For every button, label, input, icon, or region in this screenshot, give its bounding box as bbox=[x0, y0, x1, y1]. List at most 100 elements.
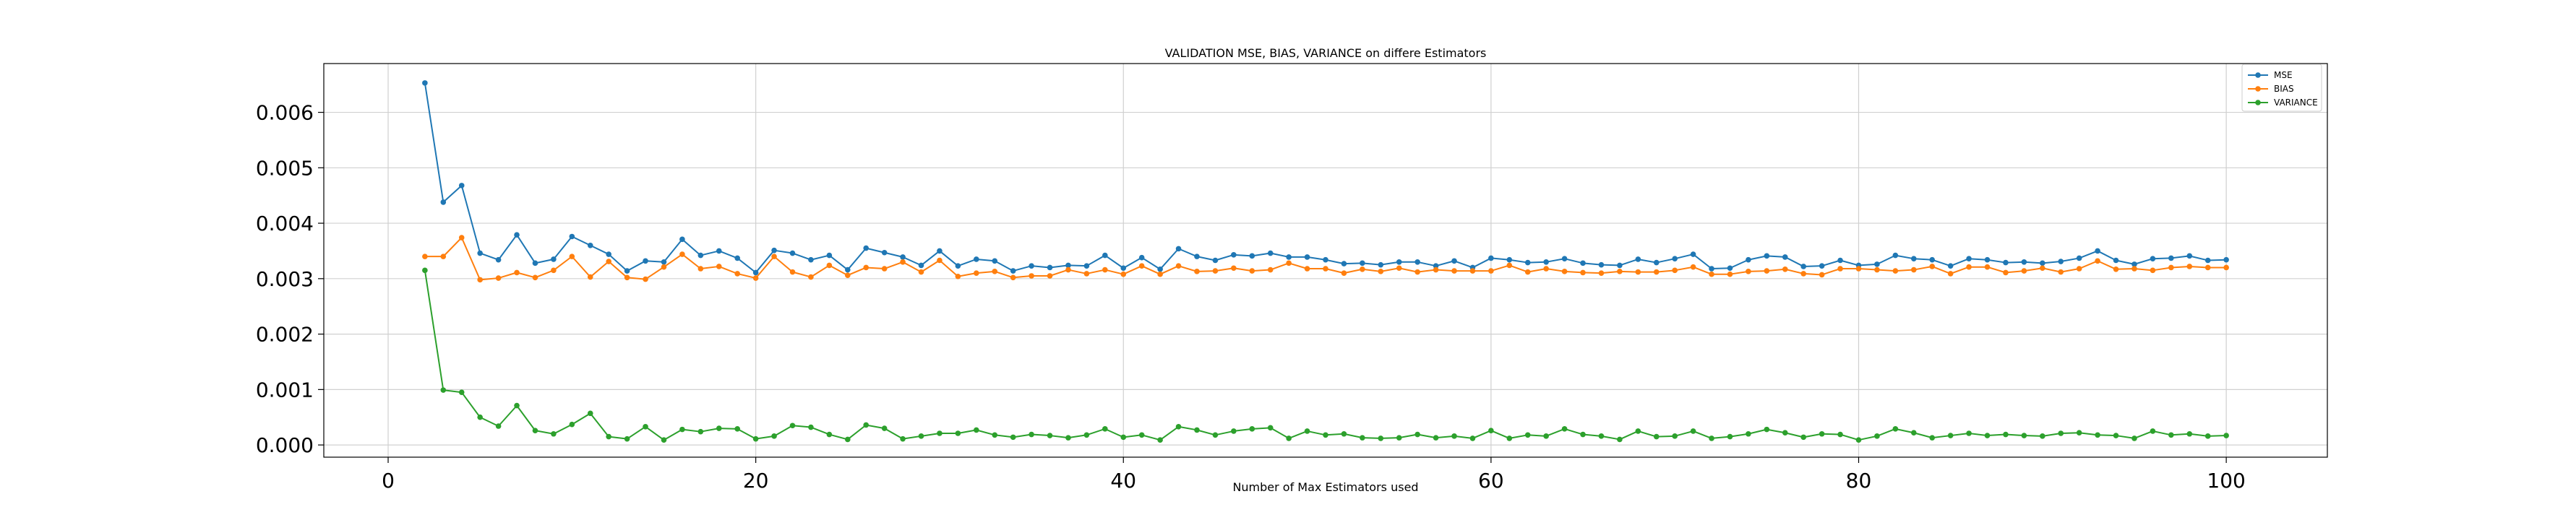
series-variance-point bbox=[2168, 432, 2174, 438]
series-bias-point bbox=[1469, 268, 1476, 274]
series-mse-point bbox=[1323, 256, 1328, 263]
series-bias-point bbox=[1837, 266, 1843, 272]
series-mse-point bbox=[1947, 263, 1954, 269]
series-bias-point bbox=[2186, 264, 2193, 269]
series-mse-point bbox=[587, 242, 593, 248]
series-bias-point bbox=[1212, 268, 1219, 274]
series-variance-point bbox=[1929, 435, 1936, 441]
series-mse-point bbox=[937, 248, 943, 254]
series-variance-point bbox=[569, 421, 575, 428]
series-bias-point bbox=[808, 274, 814, 280]
series-variance-point bbox=[1396, 435, 1402, 441]
axis-ticks: 0 20 40 60 80 100 0.000 0.001 0.002 0.003 0.004 0.0… bbox=[256, 101, 2246, 493]
series-mse-point bbox=[551, 256, 557, 262]
series-variance-point bbox=[1672, 433, 1678, 439]
series-mse-point bbox=[826, 252, 833, 259]
series-bias-point bbox=[1874, 266, 1880, 273]
series-bias-point bbox=[1782, 266, 1788, 272]
series-bias-point bbox=[1709, 271, 1714, 277]
series-mse-point bbox=[1212, 257, 1219, 264]
series-variance-point bbox=[1414, 431, 1420, 438]
series-variance-point bbox=[752, 436, 759, 442]
series-mse-point bbox=[1819, 263, 1825, 269]
series-mse-point bbox=[2058, 259, 2064, 264]
series-variance-point bbox=[2095, 432, 2100, 438]
series-bias-point bbox=[1929, 264, 1936, 269]
series-bias-point bbox=[716, 264, 722, 269]
series-mse-point bbox=[1837, 257, 1843, 264]
series-variance-point bbox=[1286, 436, 1292, 441]
series-variance-point bbox=[2040, 433, 2045, 439]
series-bias-point bbox=[1157, 271, 1163, 277]
series-bias-point bbox=[844, 272, 851, 279]
series-variance-point bbox=[1083, 432, 1090, 438]
series-variance-point bbox=[974, 427, 979, 433]
series-variance-point bbox=[1635, 428, 1641, 434]
series-bias-point bbox=[2021, 268, 2027, 274]
series-mse-point bbox=[1892, 252, 1899, 259]
series-mse-point bbox=[679, 236, 685, 243]
series-bias-point bbox=[477, 277, 483, 283]
series-mse-point bbox=[1157, 266, 1163, 272]
series-bias-point bbox=[2113, 266, 2119, 272]
series-mse-point bbox=[771, 247, 777, 254]
series-variance-point bbox=[679, 426, 685, 433]
series-variance-point bbox=[458, 389, 465, 395]
series-bias-point bbox=[1102, 266, 1108, 273]
y-tick-label: 0.005 bbox=[256, 156, 314, 180]
x-tick-label: 100 bbox=[2207, 469, 2245, 493]
series-group bbox=[422, 80, 2229, 443]
series-mse-point bbox=[514, 232, 520, 238]
series-mse-point bbox=[1120, 265, 1127, 272]
series-mse-point bbox=[1396, 259, 1402, 265]
series-mse-point bbox=[1488, 255, 1494, 261]
series-bias-point bbox=[1175, 263, 1182, 269]
series-mse-point bbox=[863, 245, 870, 251]
series-mse-point bbox=[1746, 256, 1751, 263]
series-variance-point bbox=[2003, 431, 2009, 438]
series-mse-point bbox=[1249, 253, 1255, 259]
series-variance-point bbox=[2204, 433, 2211, 439]
series-variance-point bbox=[1360, 435, 1365, 441]
series-mse-point bbox=[1524, 259, 1531, 266]
series-variance-point bbox=[1231, 428, 1237, 434]
series-mse-point bbox=[606, 251, 611, 257]
series-mse-point bbox=[1341, 261, 1347, 266]
series-bias-point bbox=[1653, 269, 1660, 275]
legend: MSE BIAS VARIANCE bbox=[2241, 64, 2322, 112]
series-mse-point bbox=[1047, 264, 1053, 271]
series-mse-point bbox=[716, 248, 722, 254]
series-mse-point bbox=[881, 249, 888, 256]
series-mse-point bbox=[1360, 260, 1365, 266]
series-mse-point bbox=[2131, 261, 2137, 267]
series-bias-point bbox=[2131, 266, 2137, 272]
series-variance-point bbox=[918, 433, 924, 439]
series-bias-point bbox=[422, 254, 428, 259]
series-mse-point bbox=[2003, 259, 2009, 266]
series-variance-point bbox=[1102, 426, 1108, 432]
series-variance-point bbox=[1469, 436, 1476, 441]
series-bias-point bbox=[440, 254, 447, 259]
series-variance-point bbox=[1212, 432, 1219, 438]
series-variance-point bbox=[2076, 430, 2082, 436]
series-mse-point bbox=[643, 258, 648, 264]
series-variance-point bbox=[955, 430, 961, 436]
x-tick-label: 0 bbox=[382, 469, 395, 493]
series-variance-point bbox=[440, 387, 447, 393]
series-bias-point bbox=[1231, 265, 1237, 272]
series-mse-point bbox=[495, 256, 502, 263]
series-variance-point bbox=[1267, 425, 1274, 431]
series-bias-point bbox=[918, 269, 924, 275]
series-mse-point bbox=[2113, 257, 2119, 264]
series-bias-point bbox=[2058, 269, 2064, 275]
series-variance-point bbox=[1433, 435, 1439, 441]
series-bias-point bbox=[2168, 264, 2174, 271]
series-mse-point bbox=[569, 233, 575, 240]
series-mse-point bbox=[808, 256, 814, 263]
series-bias-point bbox=[1286, 260, 1292, 266]
series-bias-point bbox=[1635, 269, 1641, 275]
legend-label-bias: BIAS bbox=[2274, 84, 2294, 94]
series-mse-point bbox=[1414, 259, 1420, 265]
series-bias-point bbox=[1414, 269, 1420, 275]
